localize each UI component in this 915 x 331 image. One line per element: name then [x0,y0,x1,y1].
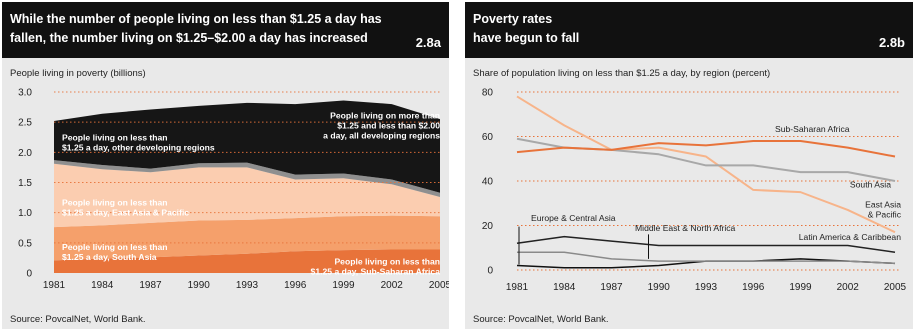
series-line [516,139,896,158]
series-label: & Pacific [868,210,902,220]
x-tick-label: 1996 [742,282,765,293]
y-tick-label: 0.5 [18,238,32,249]
series-label: South Asia [850,180,891,190]
series-label: Latin America & Caribbean [799,232,901,242]
area-band [54,215,440,261]
y-tick-label: 0 [26,269,32,280]
area-band [54,163,440,228]
x-tick-label: 2005 [429,280,449,291]
y-tick-label: 3.0 [18,88,32,99]
series-label: $1.25 a day, South Asia [62,252,157,262]
x-tick-label: 1993 [236,280,259,291]
series-label: a day, all developing regions [323,131,440,141]
y-tick-label: 0 [487,266,493,277]
chart-title: While the number of people living on les… [10,10,382,48]
title-banner: Poverty rates have begun to fall 2.8b [465,2,913,58]
series-label: People living on more than [330,111,440,121]
series-label: $1.25 a day, other developing regions [62,142,215,152]
y-tick-label: 80 [482,88,494,99]
series-label: Sub-Saharan Africa [775,124,850,134]
x-tick-label: 1996 [284,280,307,291]
source-note: Source: PovcalNet, World Bank. [10,314,146,325]
title-line-1: Poverty rates [473,12,553,26]
title-line-2: fallen, the number living on $1.25–$2.00… [10,31,368,45]
x-tick-label: 1999 [332,280,355,291]
series-label: East Asia [865,200,901,210]
line-chart: Share of population living on less than … [473,68,907,293]
y-tick-label: 40 [482,177,494,188]
series-label: $1.25 and less than $2.00 [337,121,440,131]
area-band [54,100,440,193]
source-note: Source: PovcalNet, World Bank. [473,314,609,325]
area-chart: People living in poverty (billions) 0 0.5 1… [10,68,449,291]
series-label: $1.25 a day, Sub-Saharan Africa [311,267,441,277]
series-label: Europe & Central Asia [531,213,616,223]
chart-title: Poverty rates have begun to fall [473,10,579,48]
figure-badge: 2.8a [415,35,441,50]
series-line [516,95,896,234]
title-line-1: While the number of people living on les… [10,12,382,26]
series-label: Middle East & North Africa [635,223,736,233]
y-tick-label: 1.0 [18,208,32,219]
x-tick-label: 1990 [188,280,211,291]
x-tick-label: 1984 [91,280,114,291]
x-tick-label: 1993 [695,282,718,293]
x-tick-label: 1981 [43,280,66,291]
series-label: $1.25 a day, East Asia & Pacific [62,207,189,217]
series-line [517,251,896,265]
x-tick-label: 1987 [139,280,162,291]
area-band [54,160,440,197]
series-label: People living on less than [62,132,168,142]
x-tick-label: 2002 [837,282,860,293]
x-tick-label: 2005 [884,282,907,293]
title-line-2: have begun to fall [473,31,580,45]
title-banner: While the number of people living on les… [2,2,449,58]
series-label: People living on less than [334,257,440,267]
x-tick-label: 1981 [506,282,529,293]
y-tick-label: 2.0 [18,148,32,159]
series-label: People living on less than [62,197,168,207]
chart-panel-a: While the number of people living on les… [2,2,449,329]
x-tick-label: 1987 [600,282,623,293]
area-band [54,249,440,273]
series-line [516,258,896,269]
y-axis-label: People living in poverty (billions) [10,68,146,79]
y-tick-label: 1.5 [18,178,32,189]
figure-badge: 2.8b [878,35,905,50]
y-tick-label: 20 [482,221,494,232]
series-line [516,235,896,253]
y-axis-label: Share of population living on less than … [473,68,770,79]
x-tick-label: 1984 [553,282,576,293]
y-tick-label: 60 [482,132,494,143]
y-tick-label: 2.5 [18,118,32,129]
series-label: People living on less than [62,242,168,252]
x-tick-label: 1990 [648,282,671,293]
x-tick-label: 2002 [381,280,404,291]
chart-panel-b: Poverty rates have begun to fall 2.8b Sh… [465,2,913,329]
x-tick-label: 1999 [789,282,812,293]
